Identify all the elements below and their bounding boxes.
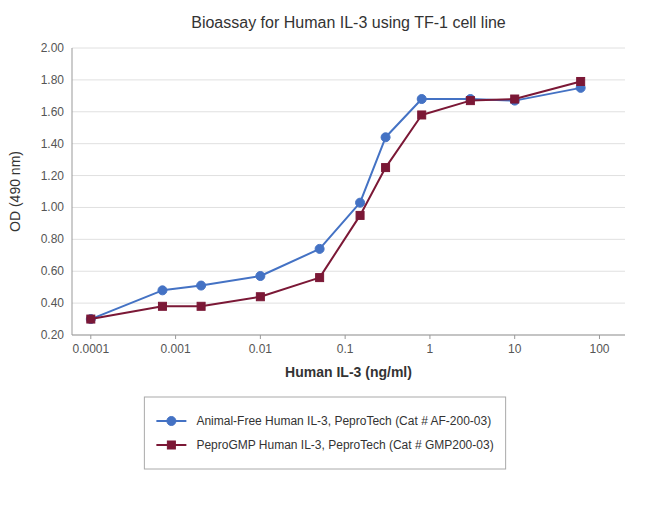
y-tick-label: 0.20 [41, 328, 65, 342]
x-tick-label: 10 [508, 342, 522, 356]
x-tick [429, 335, 430, 339]
legend-marker [167, 417, 176, 426]
y-axis-label: OD (490 nm) [7, 151, 23, 232]
legend-box [144, 397, 505, 469]
grid-line [72, 79, 625, 80]
point [356, 211, 364, 219]
point [466, 97, 474, 105]
point [356, 198, 365, 207]
point [197, 302, 205, 310]
point [418, 111, 426, 119]
y-tick-label: 0.40 [41, 296, 65, 310]
grid [72, 48, 625, 335]
legend-label: Animal-Free Human IL-3, PeproTech (Cat #… [196, 414, 491, 428]
x-tick-label: 100 [589, 342, 609, 356]
y-tick-label: 1.20 [41, 169, 65, 183]
y-tick-label: 1.40 [41, 137, 65, 151]
point [87, 315, 95, 323]
series-line [91, 88, 581, 319]
point [197, 281, 206, 290]
series [86, 83, 585, 323]
y-tick-label: 0.80 [41, 232, 65, 246]
x-tick-label: 0.001 [161, 342, 191, 356]
grid-line [72, 303, 625, 304]
x-tick [175, 335, 176, 339]
series [87, 77, 585, 323]
y-axis-line [72, 48, 73, 335]
plot-area [86, 77, 585, 323]
grid-line [72, 175, 625, 176]
grid-line [72, 335, 625, 336]
legend-label: PeproGMP Human IL-3, PeproTech (Cat # GM… [196, 438, 493, 452]
point [158, 286, 167, 295]
x-tick-label: 0.1 [337, 342, 354, 356]
x-tick [260, 335, 261, 339]
y-tick-label: 1.00 [41, 200, 65, 214]
point [381, 133, 390, 142]
x-tick-label: 0.01 [249, 342, 273, 356]
grid-line [72, 271, 625, 272]
y-tick-label: 2.00 [41, 41, 65, 55]
point [316, 274, 324, 282]
x-axis-label: Human IL-3 (ng/ml) [285, 364, 412, 380]
legend-marker [167, 441, 175, 449]
y-tick-label: 0.60 [41, 264, 65, 278]
grid-line [72, 207, 625, 208]
grid-line [72, 239, 625, 240]
grid-line [72, 48, 625, 49]
grid-line [72, 111, 625, 112]
chart: Bioassay for Human IL-3 using TF-1 cell … [0, 0, 650, 508]
point [577, 77, 585, 85]
x-tick [345, 335, 346, 339]
title: Bioassay for Human IL-3 using TF-1 cell … [191, 14, 506, 31]
point [256, 272, 265, 281]
background [0, 0, 650, 508]
point [158, 302, 166, 310]
point [86, 315, 95, 324]
point [511, 95, 519, 103]
point [417, 95, 426, 104]
series-line [91, 81, 581, 319]
y-tick-label: 1.60 [41, 105, 65, 119]
point [315, 244, 324, 253]
y-tick-label: 1.80 [41, 73, 65, 87]
x-tick [514, 335, 515, 339]
point [382, 164, 390, 172]
x-axis-line [72, 335, 625, 336]
legend: Animal-Free Human IL-3, PeproTech (Cat #… [144, 397, 505, 469]
x-tick-label: 1 [427, 342, 434, 356]
x-tick-label: 0.0001 [72, 342, 109, 356]
grid-line [72, 143, 625, 144]
x-tick [90, 335, 91, 339]
point [256, 293, 264, 301]
x-tick [599, 335, 600, 339]
